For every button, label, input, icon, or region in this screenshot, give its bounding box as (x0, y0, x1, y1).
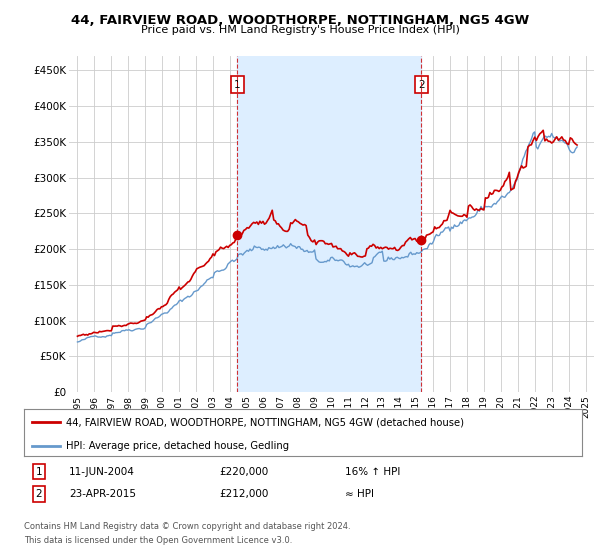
Text: ≈ HPI: ≈ HPI (345, 489, 374, 499)
Text: Price paid vs. HM Land Registry's House Price Index (HPI): Price paid vs. HM Land Registry's House … (140, 25, 460, 35)
Text: 2: 2 (35, 489, 43, 499)
Text: 2: 2 (418, 80, 425, 90)
Text: £220,000: £220,000 (219, 466, 268, 477)
Text: 23-APR-2015: 23-APR-2015 (69, 489, 136, 499)
Text: HPI: Average price, detached house, Gedling: HPI: Average price, detached house, Gedl… (66, 441, 289, 451)
Text: 11-JUN-2004: 11-JUN-2004 (69, 466, 135, 477)
Text: £212,000: £212,000 (219, 489, 268, 499)
Text: 1: 1 (35, 466, 43, 477)
Text: 1: 1 (234, 80, 241, 90)
Bar (238, 56, 421, 392)
Text: 44, FAIRVIEW ROAD, WOODTHORPE, NOTTINGHAM, NG5 4GW: 44, FAIRVIEW ROAD, WOODTHORPE, NOTTINGHA… (71, 14, 529, 27)
Text: 44, FAIRVIEW ROAD, WOODTHORPE, NOTTINGHAM, NG5 4GW (detached house): 44, FAIRVIEW ROAD, WOODTHORPE, NOTTINGHA… (66, 417, 464, 427)
Text: 16% ↑ HPI: 16% ↑ HPI (345, 466, 400, 477)
Text: This data is licensed under the Open Government Licence v3.0.: This data is licensed under the Open Gov… (24, 536, 292, 545)
Text: Contains HM Land Registry data © Crown copyright and database right 2024.: Contains HM Land Registry data © Crown c… (24, 522, 350, 531)
